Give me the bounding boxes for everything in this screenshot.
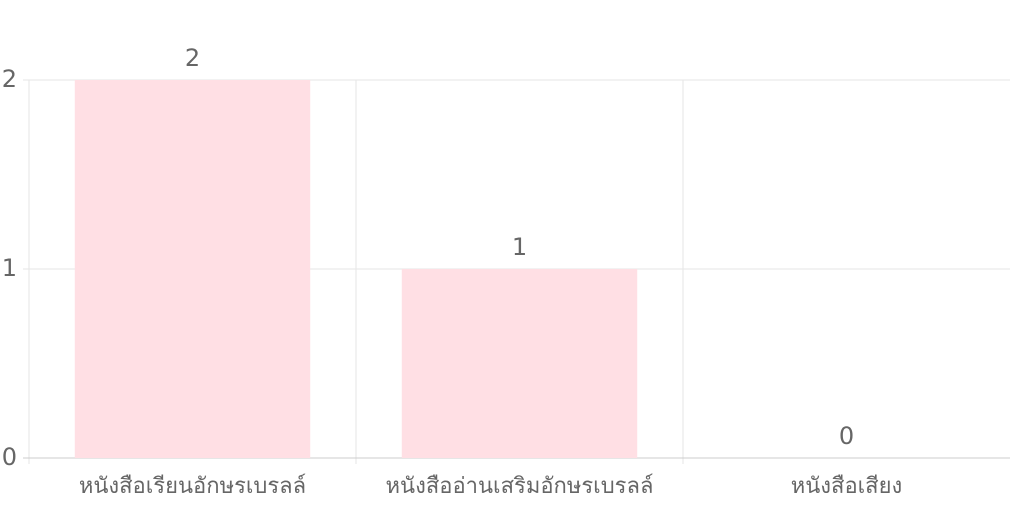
y-tick-label: 0 — [2, 443, 17, 471]
bar — [74, 80, 311, 458]
data-label: 2 — [185, 44, 200, 72]
x-category-label: หนังสือเสียง — [791, 474, 903, 499]
data-label: 0 — [839, 422, 854, 450]
y-tick-label: 1 — [2, 254, 17, 282]
bar — [401, 269, 638, 458]
x-category-label: หนังสือเรียนอักษรเบรลล์ — [79, 474, 306, 499]
x-category-label: หนังสืออ่านเสริมอักษรเบรลล์ — [386, 474, 654, 499]
y-tick-label: 2 — [2, 65, 17, 93]
data-label: 1 — [512, 233, 527, 261]
